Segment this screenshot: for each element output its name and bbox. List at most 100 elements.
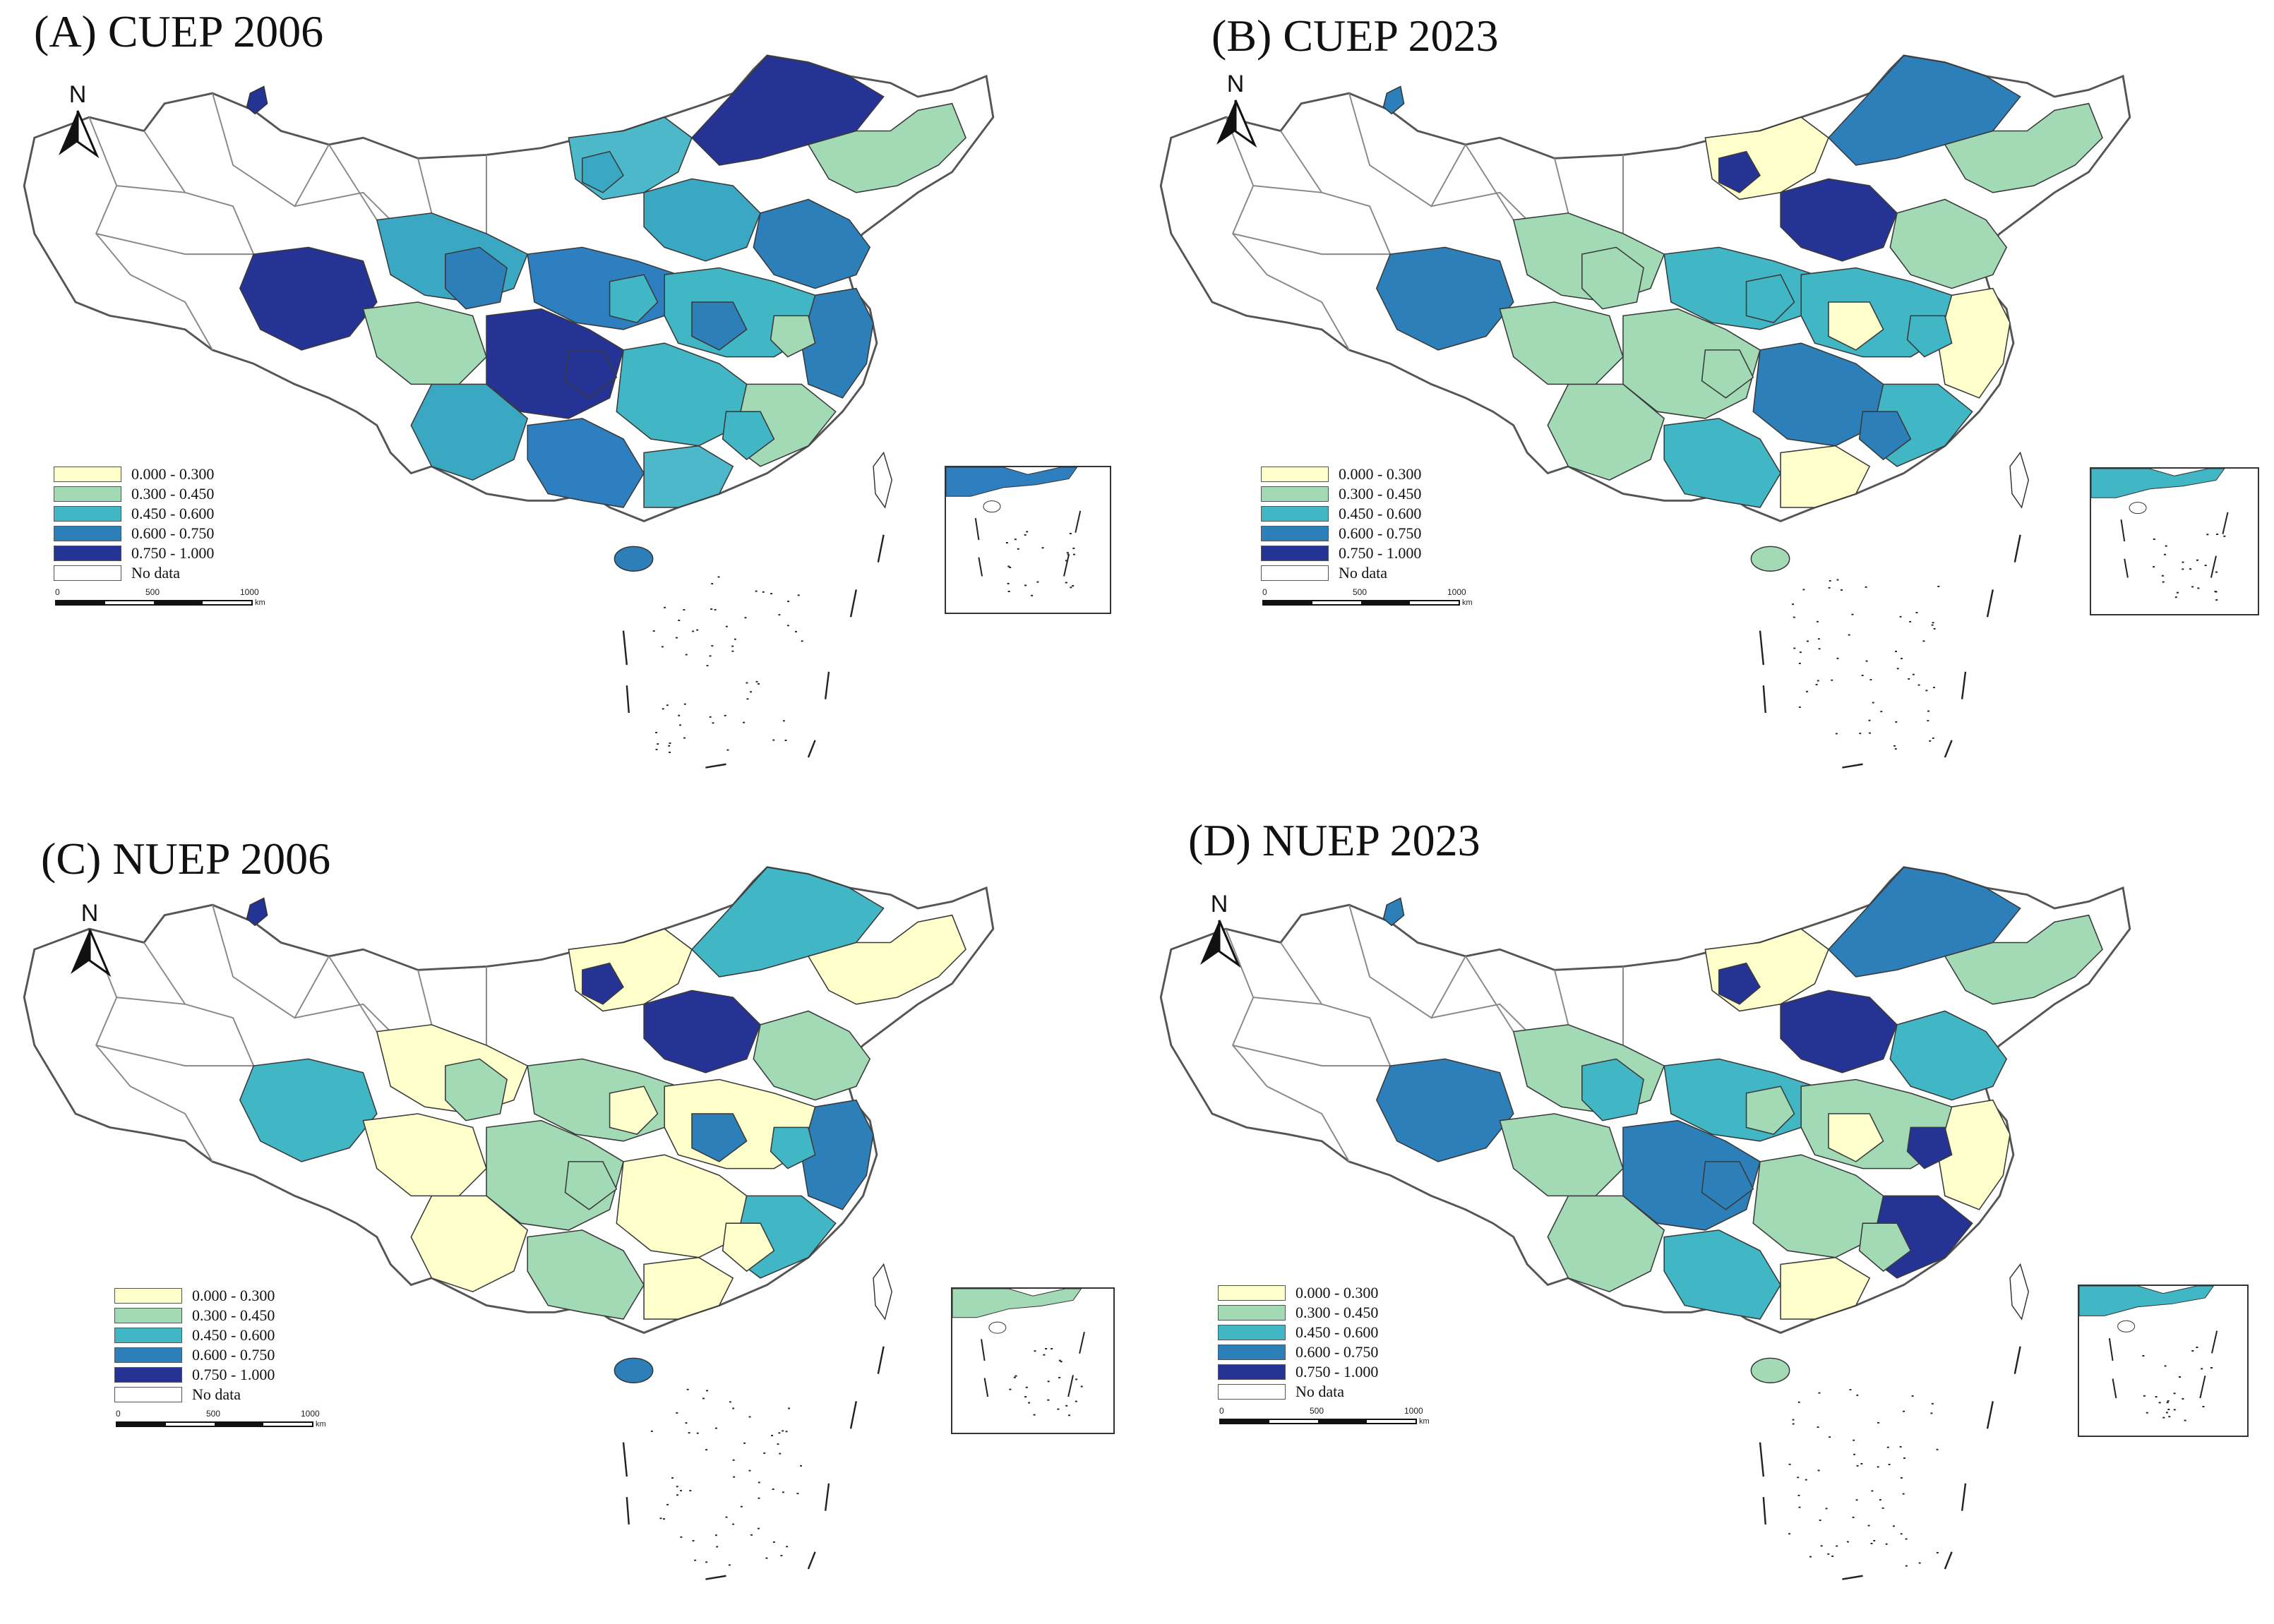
panel-c: (C) NUEP 2006 N 0.000 - 0.300 0.300 - 0.4… [0, 812, 1137, 1624]
legend-item: 0.450 - 0.600 [54, 504, 265, 524]
region-15 [1375, 246, 1514, 351]
inset-islet [1007, 582, 1010, 584]
sea-islands [650, 1388, 802, 1566]
nine-dash-segment [2013, 534, 2021, 563]
nine-dash-segment [1986, 1401, 1994, 1429]
region-21 [1701, 1161, 1754, 1210]
inset-islet [2168, 1416, 2171, 1418]
inset-mainland [2078, 1285, 2215, 1316]
scale-unit: km [1419, 1417, 1430, 1426]
region-22 [722, 1222, 775, 1273]
province-boundary [294, 1003, 391, 1033]
inset-islet [2196, 1347, 2198, 1348]
region-18 [445, 246, 508, 310]
inset-islet [2166, 1402, 2169, 1404]
sea-islands [652, 576, 803, 753]
inset-dash-segment [2211, 1330, 2218, 1354]
scale-tick-label: 1000 [1447, 587, 1466, 597]
nine-dash-segment [2013, 1346, 2021, 1374]
nine-dash-segment [705, 1575, 726, 1580]
region-20 [691, 1113, 748, 1162]
choropleth-map [23, 54, 995, 769]
scale-tick-label: 0 [55, 587, 60, 597]
inset-islet [2162, 1417, 2165, 1419]
inset-islet [2206, 534, 2209, 536]
inset-dash-segment [2124, 558, 2129, 578]
inset-dash-segment [1067, 1375, 1074, 1397]
province-boundary [1465, 144, 1514, 221]
nine-dash-segment [626, 685, 630, 714]
legend-item: 0.300 - 0.450 [54, 484, 265, 504]
legend-item: 0.000 - 0.300 [1218, 1283, 1430, 1303]
scale-bar: 0 500 1000 km [55, 587, 265, 615]
map-group [23, 54, 995, 769]
inset-island [2117, 1320, 2136, 1333]
inset-islet [1072, 585, 1075, 587]
region-3 [1827, 866, 2021, 978]
region-13 [527, 1229, 645, 1320]
north-arrow: N [1211, 71, 1260, 148]
province-boundary [88, 116, 131, 275]
nine-dash-segment [1961, 671, 1967, 699]
inset-islet [1025, 1386, 1028, 1388]
inset-islet [2202, 1406, 2205, 1407]
legend-item: 0.600 - 0.750 [1261, 524, 1473, 543]
inset-islet [1069, 533, 1072, 534]
province-boundary [116, 997, 186, 1005]
province-boundary [328, 956, 378, 1033]
nine-dash-segment [849, 1401, 857, 1429]
province-boundary [130, 1085, 213, 1162]
inset-dash-segment [1075, 510, 1082, 533]
inset-dash-segment [983, 1378, 989, 1397]
island-hainan [1750, 546, 1790, 572]
inset-islet [2167, 1400, 2170, 1402]
inset-dash-segment [2108, 1338, 2114, 1361]
legend-item: 0.450 - 0.600 [1218, 1323, 1430, 1342]
northern-enclave [1382, 85, 1405, 115]
region-15 [239, 246, 378, 351]
inset-islet [2191, 1350, 2194, 1352]
island-taiwan [873, 1263, 892, 1321]
region-20 [1828, 301, 1884, 351]
nine-dash-segment [807, 1551, 816, 1570]
region-12 [410, 1195, 529, 1293]
inset-dash-segment [1079, 1331, 1085, 1354]
legend: 0.000 - 0.300 0.300 - 0.450 0.450 - 0.600 0… [54, 464, 265, 583]
inset-islet [2191, 586, 2194, 588]
inset-island [2129, 502, 2147, 515]
legend-swatch [1218, 1285, 1286, 1301]
province-boundary [1280, 942, 1392, 1066]
legend-item: 0.750 - 1.000 [1218, 1362, 1430, 1382]
inset-dash-segment [978, 557, 983, 577]
south-china-sea-inset [945, 466, 1111, 614]
legend-swatch [54, 565, 121, 581]
region-15 [239, 1058, 378, 1162]
legend-label: 0.000 - 0.300 [131, 465, 215, 483]
legend-label: 0.750 - 1.000 [1295, 1363, 1379, 1381]
legend-label: 0.000 - 0.300 [192, 1287, 275, 1304]
scale-unit: km [255, 599, 265, 607]
inset-islet [1065, 560, 1067, 562]
inset-dash-segment [981, 1339, 986, 1361]
inset-map [2090, 468, 2229, 601]
inset-islet [2182, 561, 2184, 563]
legend-item: No data [1218, 1382, 1430, 1402]
inset-map [2078, 1285, 2218, 1421]
legend-item: 0.000 - 0.300 [114, 1286, 326, 1306]
inset-islet [1007, 565, 1010, 567]
legend-item: 0.600 - 0.750 [1218, 1342, 1430, 1362]
region-21 [564, 349, 618, 399]
inset-islet [1028, 1402, 1031, 1404]
choropleth-map [1159, 54, 2131, 769]
legend-swatch [54, 486, 121, 502]
nine-dash-segment [807, 740, 816, 758]
inset-islet [1075, 1400, 1077, 1402]
region-6 [1889, 1010, 2008, 1101]
nine-dash-segment [824, 1483, 830, 1511]
legend-label: 0.750 - 1.000 [1339, 544, 1422, 562]
region-5 [1780, 178, 1898, 262]
scale-bar-graphic [55, 600, 253, 606]
inset-islet [2214, 591, 2217, 593]
scale-unit: km [316, 1420, 326, 1428]
north-label: N [80, 900, 99, 927]
